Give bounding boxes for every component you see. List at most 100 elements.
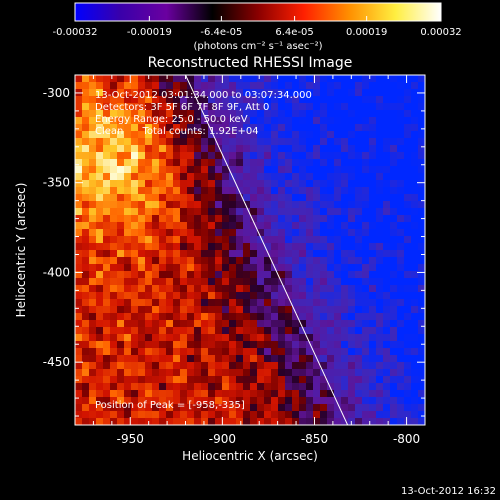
heatmap-cell	[390, 110, 398, 118]
heatmap-cell	[264, 236, 272, 244]
heatmap-cell	[320, 418, 328, 425]
heatmap-cell	[257, 362, 265, 370]
heatmap-cell	[208, 257, 216, 265]
heatmap-cell	[390, 173, 398, 181]
heatmap-cell	[341, 369, 349, 377]
heatmap-cell	[110, 250, 118, 258]
heatmap-cell	[243, 334, 251, 342]
heatmap-cell	[397, 243, 405, 251]
footer-timestamp: 13-Oct-2012 16:32	[401, 486, 496, 497]
heatmap-cell	[131, 229, 139, 237]
heatmap-cell	[222, 243, 230, 251]
heatmap-cell	[320, 292, 328, 300]
heatmap-cell	[215, 124, 223, 132]
heatmap-cell	[173, 341, 181, 349]
heatmap-cell	[159, 180, 167, 188]
heatmap-cell	[320, 138, 328, 146]
heatmap-cell	[250, 173, 258, 181]
heatmap-cell	[320, 194, 328, 202]
heatmap-cell	[96, 376, 104, 384]
heatmap-cell	[82, 138, 90, 146]
y-axis: -300-350-400-450	[43, 74, 425, 417]
heatmap-cell	[215, 264, 223, 272]
heatmap-cell	[187, 89, 195, 97]
heatmap-cell	[208, 229, 216, 237]
heatmap-cell	[215, 152, 223, 160]
heatmap-cell	[201, 376, 209, 384]
heatmap-cell	[180, 292, 188, 300]
x-axis-label: Heliocentric X (arcsec)	[182, 449, 318, 463]
heatmap-cell	[313, 250, 321, 258]
heatmap-cell	[257, 229, 265, 237]
heatmap-cell	[222, 334, 230, 342]
heatmap-cell	[376, 194, 384, 202]
heatmap-cell	[278, 383, 286, 391]
heatmap-cell	[390, 369, 398, 377]
heatmap-cell	[299, 383, 307, 391]
heatmap-cell	[110, 187, 118, 195]
heatmap-cell	[348, 201, 356, 209]
heatmap-cell	[103, 411, 111, 419]
heatmap-cell	[229, 348, 237, 356]
heatmap-cell	[418, 222, 425, 230]
heatmap-cell	[166, 131, 174, 139]
heatmap-cell	[306, 89, 314, 97]
heatmap-cell	[257, 313, 265, 321]
heatmap-cell	[201, 334, 209, 342]
heatmap-cell	[117, 159, 125, 167]
heatmap-cell	[355, 306, 363, 314]
heatmap-cell	[334, 89, 342, 97]
heatmap-cell	[215, 257, 223, 265]
heatmap-cell	[397, 369, 405, 377]
heatmap-cell	[173, 292, 181, 300]
heatmap-cell	[82, 383, 90, 391]
heatmap-cell	[187, 278, 195, 286]
heatmap-cell	[152, 194, 160, 202]
heatmap-cell	[96, 194, 104, 202]
heatmap-cell	[110, 362, 118, 370]
heatmap-cell	[355, 418, 363, 425]
heatmap-cell	[236, 376, 244, 384]
heatmap-cell	[411, 292, 419, 300]
heatmap-cell	[334, 292, 342, 300]
heatmap-cell	[369, 124, 377, 132]
heatmap-cell	[243, 313, 251, 321]
heatmap-cell	[194, 250, 202, 258]
heatmap-cell	[173, 110, 181, 118]
heatmap-cell	[173, 278, 181, 286]
heatmap-cell	[278, 215, 286, 223]
heatmap-cell	[222, 278, 230, 286]
heatmap-cell	[194, 187, 202, 195]
heatmap-cell	[75, 271, 83, 279]
heatmap-cell	[404, 418, 412, 425]
heatmap-cell	[411, 397, 419, 405]
heatmap-cell	[320, 145, 328, 153]
heatmap-cell	[278, 229, 286, 237]
heatmap-cell	[131, 180, 139, 188]
heatmap-cell	[236, 313, 244, 321]
heatmap-cell	[229, 369, 237, 377]
heatmap-cell	[222, 117, 230, 125]
heatmap-cell	[355, 229, 363, 237]
heatmap-cell	[327, 82, 335, 90]
heatmap-cell	[397, 397, 405, 405]
heatmap-cell	[411, 390, 419, 398]
heatmap-cell	[369, 75, 377, 83]
heatmap-cell	[418, 278, 425, 286]
heatmap-cell	[208, 103, 216, 111]
heatmap-cell	[341, 75, 349, 83]
heatmap-cell	[250, 271, 258, 279]
heatmap-cell	[187, 215, 195, 223]
heatmap-cell	[341, 390, 349, 398]
heatmap-cell	[124, 173, 132, 181]
heatmap-cell	[131, 313, 139, 321]
heatmap-cell	[397, 131, 405, 139]
heatmap-cell	[355, 166, 363, 174]
heatmap-cell	[89, 236, 97, 244]
heatmap-cell	[117, 187, 125, 195]
heatmap-cell	[201, 201, 209, 209]
heatmap-cell	[334, 404, 342, 412]
heatmap-cell	[362, 166, 370, 174]
heatmap-cell	[152, 411, 160, 419]
heatmap-cell	[313, 348, 321, 356]
